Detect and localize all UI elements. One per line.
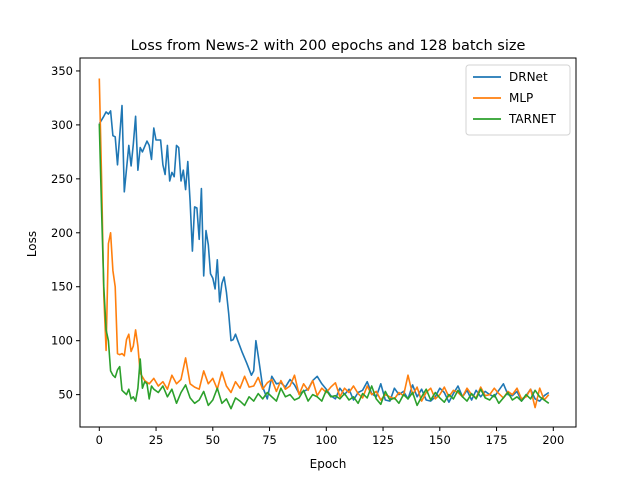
legend-label: DRNet	[509, 70, 548, 84]
x-tick-label: 125	[372, 433, 394, 447]
y-tick-label: 50	[58, 388, 73, 402]
x-tick-label: 50	[205, 433, 220, 447]
x-axis-label: Epoch	[310, 457, 347, 471]
y-tick-label: 100	[51, 334, 73, 348]
x-tick-label: 25	[149, 433, 164, 447]
y-tick-label: 300	[51, 118, 73, 132]
x-tick-label: 200	[542, 433, 564, 447]
y-tick-label: 150	[51, 280, 73, 294]
plot-frame	[79, 57, 577, 428]
y-tick-label: 350	[51, 64, 73, 78]
x-tick-label: 100	[315, 433, 337, 447]
legend-box	[465, 64, 571, 136]
legend-entries: DRNet MLP TARNET	[473, 70, 557, 126]
legend-label: TARNET	[508, 112, 557, 126]
x-tick-label: 0	[96, 433, 103, 447]
y-axis: 50 100 150 200 250 300 350	[51, 64, 80, 402]
x-tick-label: 175	[486, 433, 508, 447]
series-lines	[98, 78, 550, 410]
x-axis: 0 25 50 75 100 125 150 175 200	[96, 427, 564, 447]
y-tick-label: 200	[51, 226, 73, 240]
y-axis-label: Loss	[25, 231, 39, 257]
x-tick-label: 75	[262, 433, 277, 447]
series-line-mlp	[98, 78, 550, 409]
chart-title: Loss from News-2 with 200 epochs and 128…	[131, 38, 526, 54]
x-tick-label: 150	[429, 433, 451, 447]
series-line-tarnet	[98, 123, 550, 410]
legend: DRNet MLP TARNET	[465, 64, 571, 136]
series-line-drnet	[98, 104, 550, 403]
y-tick-label: 250	[51, 172, 73, 186]
legend-label: MLP	[509, 91, 533, 105]
